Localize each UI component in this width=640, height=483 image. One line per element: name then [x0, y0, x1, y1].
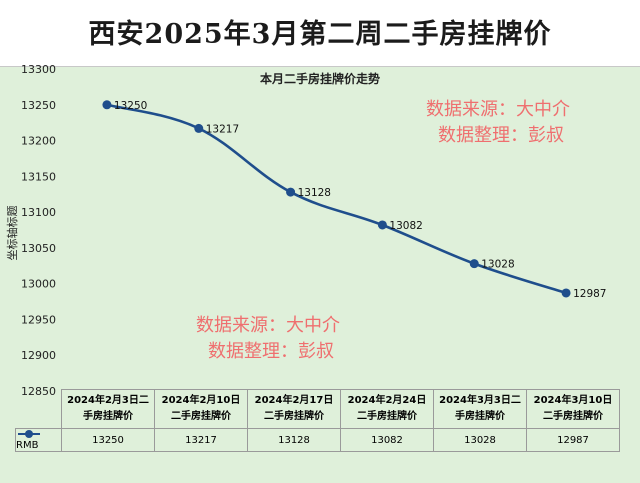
watermark-top: 数据来源：大中介 数据整理：彭叔 [426, 97, 570, 149]
data-table-value: 13082 [340, 428, 434, 452]
chart-title: 本月二手房挂牌价走势 [259, 72, 380, 86]
legend-line-icon [18, 429, 40, 439]
data-label: 12987 [573, 288, 606, 300]
data-point [561, 288, 571, 298]
y-tick-label: 13250 [21, 99, 56, 112]
watermark-compiler: 数据整理：彭叔 [438, 125, 564, 146]
data-table: 2024年2月3日二 手房挂牌价 2024年2月10日 二手房挂牌价 2024年2月… [15, 389, 620, 452]
data-point [469, 259, 479, 269]
data-table-value: 12987 [526, 428, 620, 452]
y-tick-label: 13200 [21, 135, 56, 148]
data-label: 13082 [389, 220, 422, 232]
y-tick-label: 13050 [21, 242, 56, 255]
page-title: 西安2025年3月第二周二手房挂牌价 [88, 19, 552, 50]
y-tick-label: 13150 [21, 170, 56, 183]
data-table-category: 2024年3月10日 二手房挂牌价 [526, 389, 620, 429]
watermark-source: 数据来源：大中介 [426, 99, 570, 120]
data-table-category: 2024年2月24日 二手房挂牌价 [340, 389, 434, 429]
data-point [194, 123, 204, 133]
watermark-bottom: 数据来源：大中介 数据整理：彭叔 [196, 313, 340, 365]
data-point [377, 220, 387, 230]
data-point [102, 100, 112, 110]
series-line-rmb [105, 103, 568, 295]
data-label: 13250 [114, 100, 147, 112]
data-table-category: 2024年2月17日 二手房挂牌价 [247, 389, 341, 429]
y-tick-label: 13300 [21, 63, 56, 76]
y-tick-label: 12950 [21, 313, 56, 326]
data-table-header-row: 2024年2月3日二 手房挂牌价 2024年2月10日 二手房挂牌价 2024年2月… [15, 389, 620, 429]
data-table-value: 13028 [433, 428, 527, 452]
data-table-value: 13128 [247, 428, 341, 452]
data-label: 13128 [298, 187, 331, 199]
legend-entry: RMB [15, 428, 62, 452]
data-point [286, 187, 296, 197]
watermark-source: 数据来源：大中介 [196, 315, 340, 336]
data-table-value: 13250 [61, 428, 155, 452]
y-tick-label: 13100 [21, 206, 56, 219]
data-label: 13028 [481, 259, 514, 271]
data-table-series-row: RMB 13250 13217 13128 13082 13028 12987 [15, 428, 620, 452]
watermark-compiler: 数据整理：彭叔 [208, 341, 334, 362]
data-label: 13217 [206, 123, 239, 135]
data-table-corner [15, 389, 62, 429]
data-table-value: 13217 [154, 428, 248, 452]
data-table-category: 2024年3月3日二 手房挂牌价 [433, 389, 527, 429]
data-table-category: 2024年2月10日 二手房挂牌价 [154, 389, 248, 429]
legend-label: RMB [16, 440, 39, 451]
y-tick-label: 12900 [21, 349, 56, 362]
y-tick-label: 13000 [21, 278, 56, 291]
data-table-category: 2024年2月3日二 手房挂牌价 [61, 389, 155, 429]
title-banner: 西安2025年3月第二周二手房挂牌价 [0, 0, 640, 67]
